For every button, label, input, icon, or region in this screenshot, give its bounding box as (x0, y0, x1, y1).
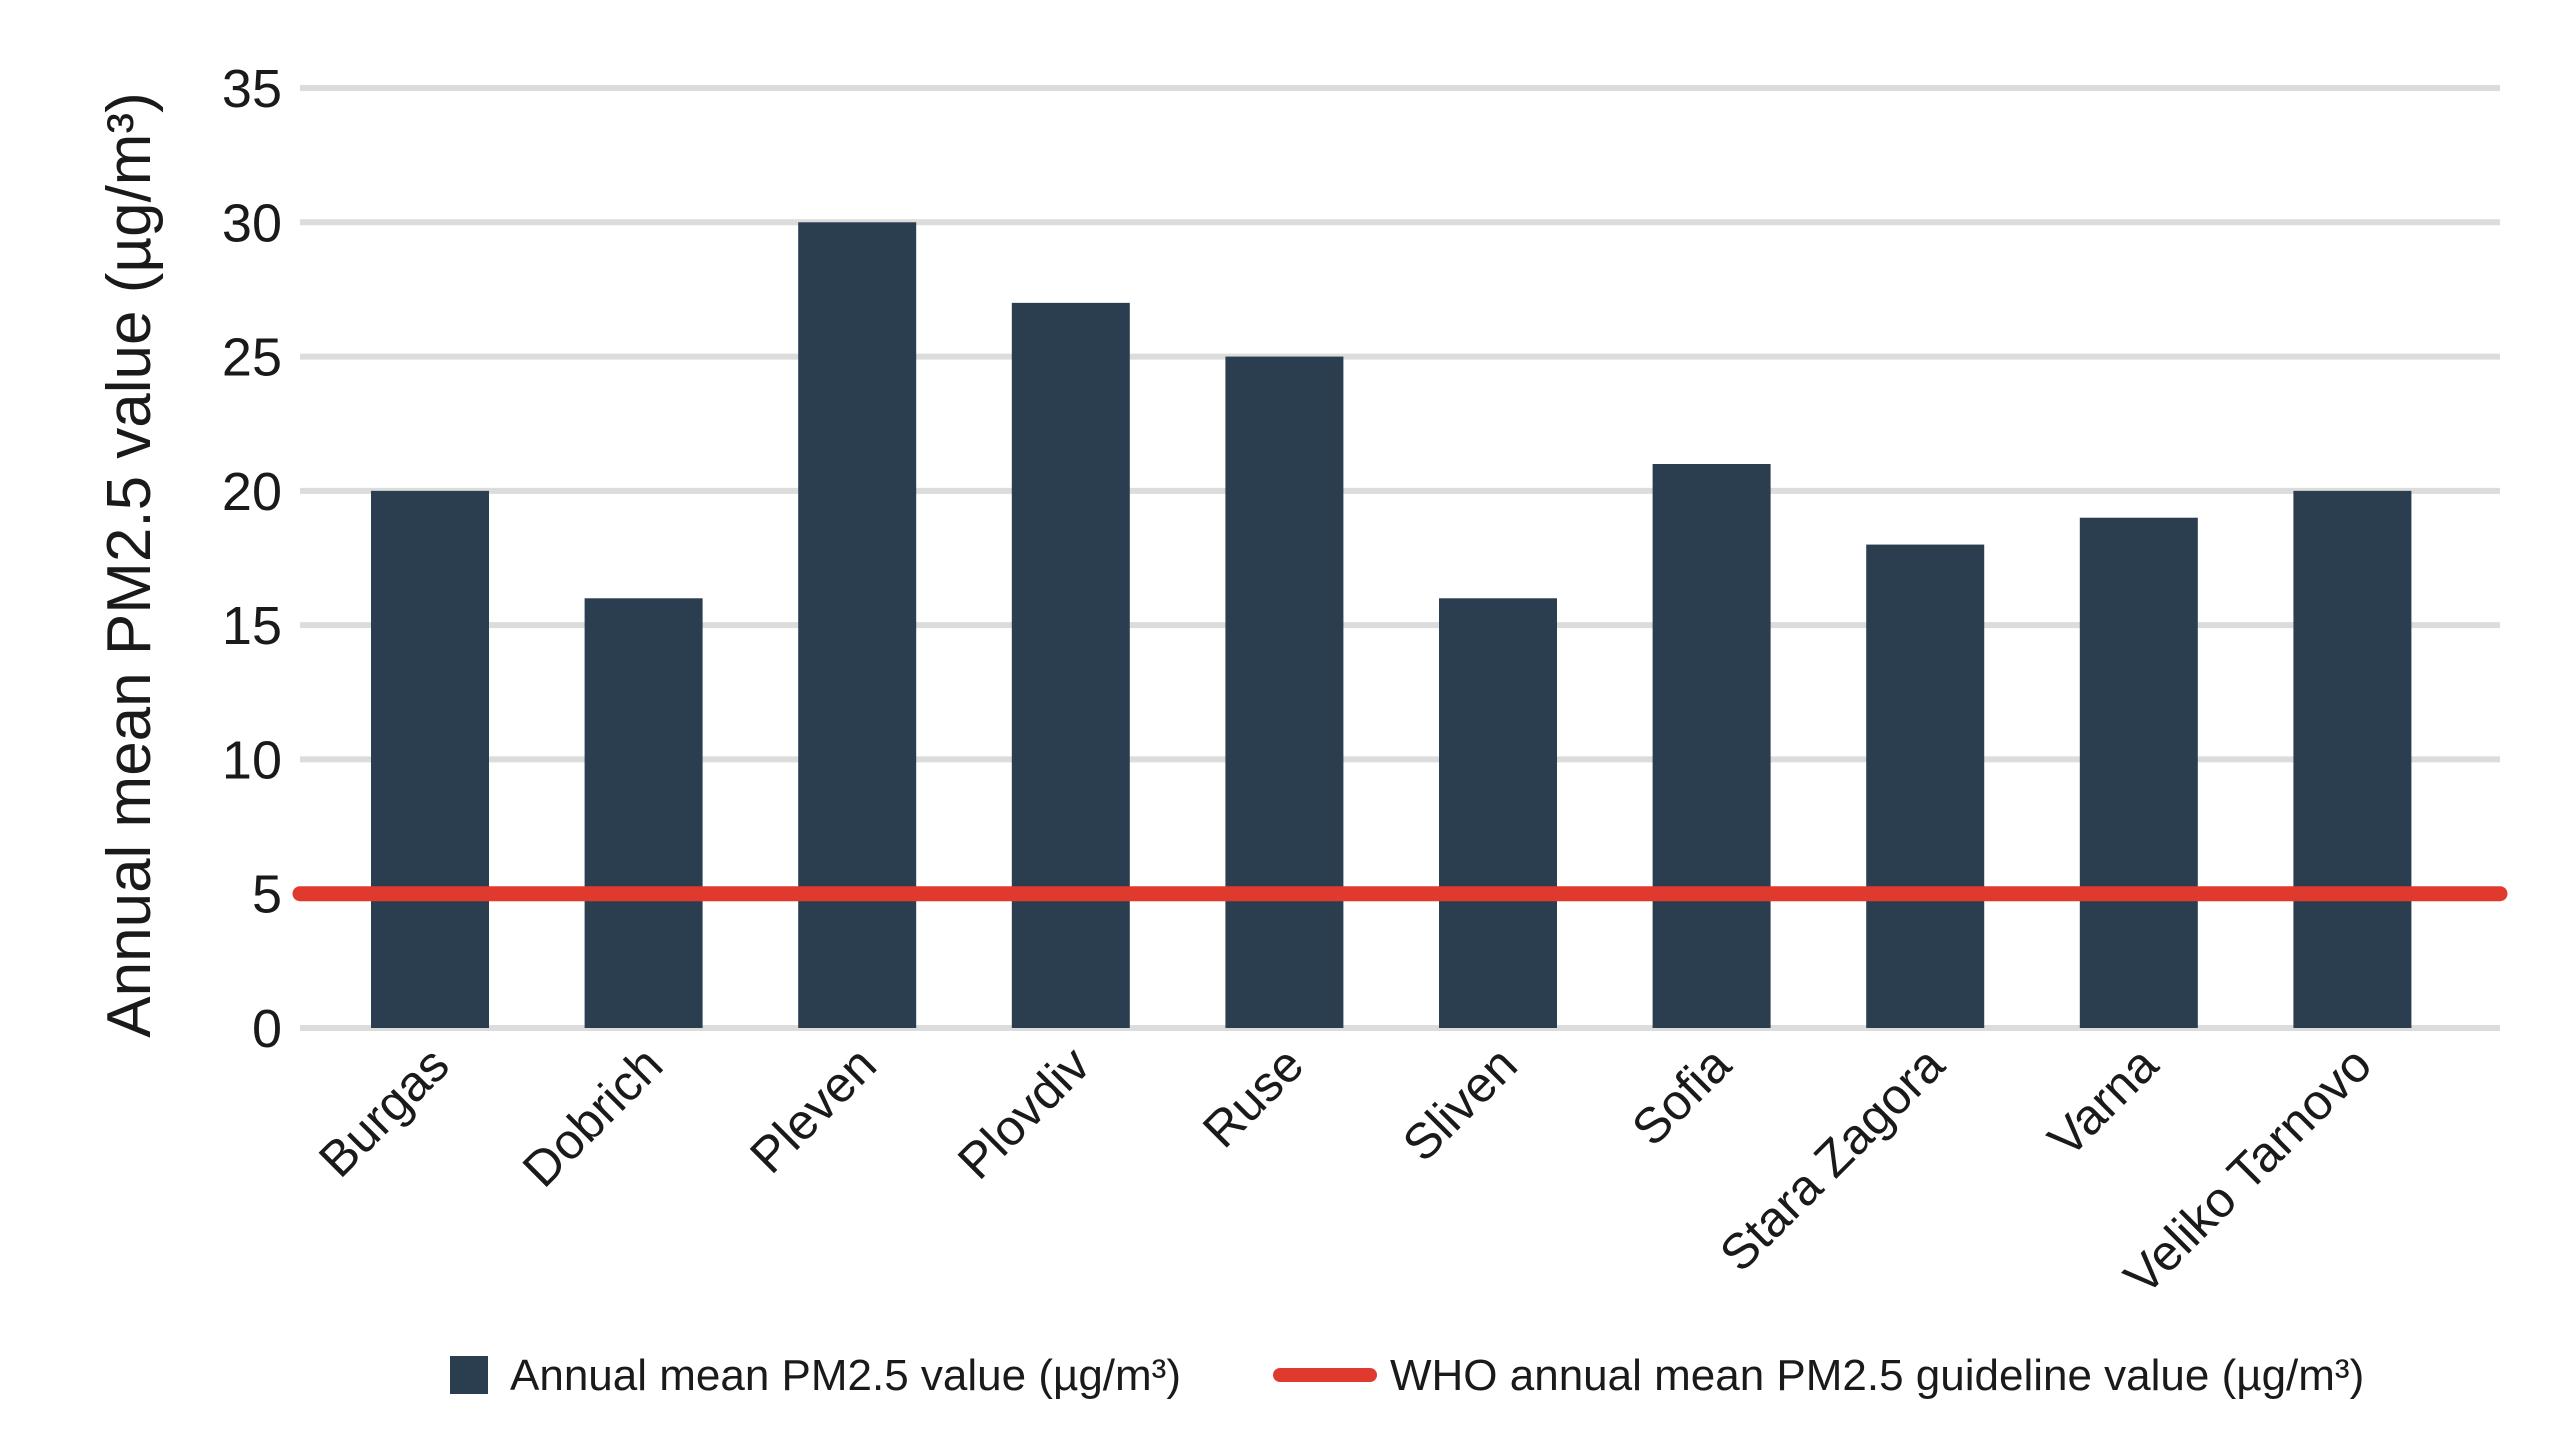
y-tick-label: 25 (222, 328, 282, 388)
bar (1866, 544, 1985, 1028)
x-category-label: Ruse (1192, 1036, 1314, 1158)
y-tick-label: 20 (222, 462, 282, 522)
legend-bar-label: Annual mean PM2.5 value (µg/m³) (510, 1351, 1181, 1400)
x-category-label: Dobrich (512, 1036, 673, 1197)
x-category-label: Burgas (308, 1036, 460, 1188)
x-category-label: Pleven (739, 1036, 887, 1184)
bars (371, 222, 2412, 1029)
legend-line-label: WHO annual mean PM2.5 guideline value (µ… (1390, 1351, 2364, 1400)
bar (371, 490, 489, 1028)
y-tick-label: 5 (252, 865, 282, 925)
bar (1225, 356, 1344, 1029)
y-tick-label: 35 (222, 59, 282, 119)
x-category-label: Sliven (1392, 1036, 1528, 1172)
x-category-label: Stara Zagora (1709, 1036, 1955, 1282)
bar (1439, 598, 1558, 1028)
bar (584, 598, 703, 1028)
x-category-label: Varna (2037, 1036, 2168, 1167)
y-tick-label: 15 (222, 596, 282, 656)
x-axis-categories: Burgas Dobrich Pleven Plovdiv Ruse Sliven Sofi… (308, 1036, 2382, 1305)
y-tick-label: 0 (252, 999, 282, 1059)
legend-bar-swatch (450, 1356, 488, 1394)
bar (798, 222, 917, 1029)
bar (2293, 490, 2412, 1028)
x-category-label: Sofia (1621, 1036, 1741, 1156)
y-tick-label: 30 (222, 193, 282, 253)
bar (1011, 302, 1130, 1028)
bar (2079, 517, 2198, 1028)
x-category-label: Plovdiv (947, 1036, 1101, 1190)
y-tick-label: 10 (222, 730, 282, 790)
bar (1652, 464, 1771, 1028)
y-axis-title: Annual mean PM2.5 value (µg/m³) (95, 92, 164, 1037)
y-axis-ticks: 0 5 10 15 20 25 30 35 (222, 59, 282, 1059)
legend: Annual mean PM2.5 value (µg/m³) WHO annu… (450, 1351, 2364, 1400)
